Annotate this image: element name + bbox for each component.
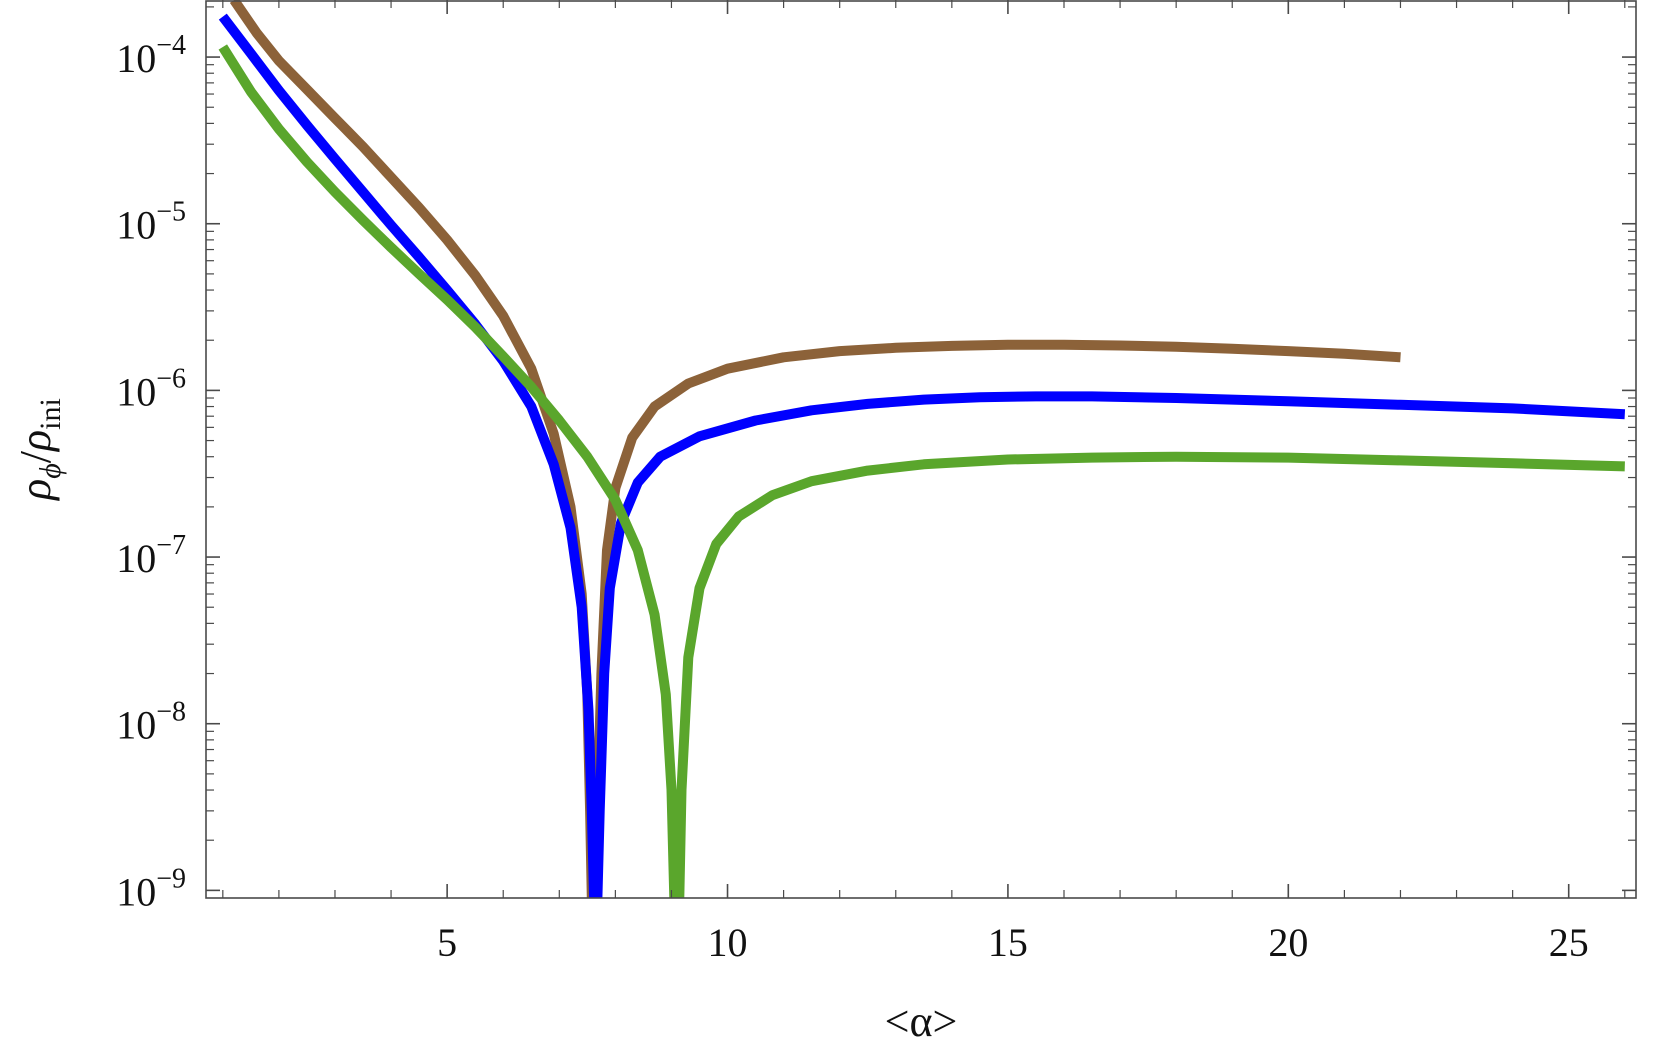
y-tick-label: 10−4: [116, 30, 186, 81]
series-line-2: [218, 13, 1626, 898]
x-axis-label: <α>: [885, 997, 958, 1046]
x-tick-label: 15: [988, 920, 1028, 965]
y-tick-label: 10−7: [116, 530, 186, 581]
y-axis-label-text: ρϕ/ρini: [11, 398, 67, 502]
y-tick-label: 10−9: [116, 863, 186, 914]
x-tick-label: 10: [708, 920, 748, 965]
tick-layer: 5 10 15 20 25 10−4 10−5 10−6 10−7 10−8 10−9: [116, 0, 1636, 965]
series-line-3: [218, 44, 1625, 898]
y-axis-label: ρϕ/ρini: [11, 398, 67, 502]
x-tick-label: 20: [1268, 920, 1308, 965]
series-layer: [218, 0, 1626, 898]
series-line-1: [229, 0, 1401, 898]
y-tick-label: 10−6: [116, 363, 186, 414]
x-tick-label: 5: [437, 920, 457, 965]
plot-frame: [205, 0, 1637, 899]
x-tick-label: 25: [1549, 920, 1589, 965]
y-tick-label: 10−5: [116, 197, 186, 248]
y-tick-label: 10−8: [116, 697, 186, 748]
